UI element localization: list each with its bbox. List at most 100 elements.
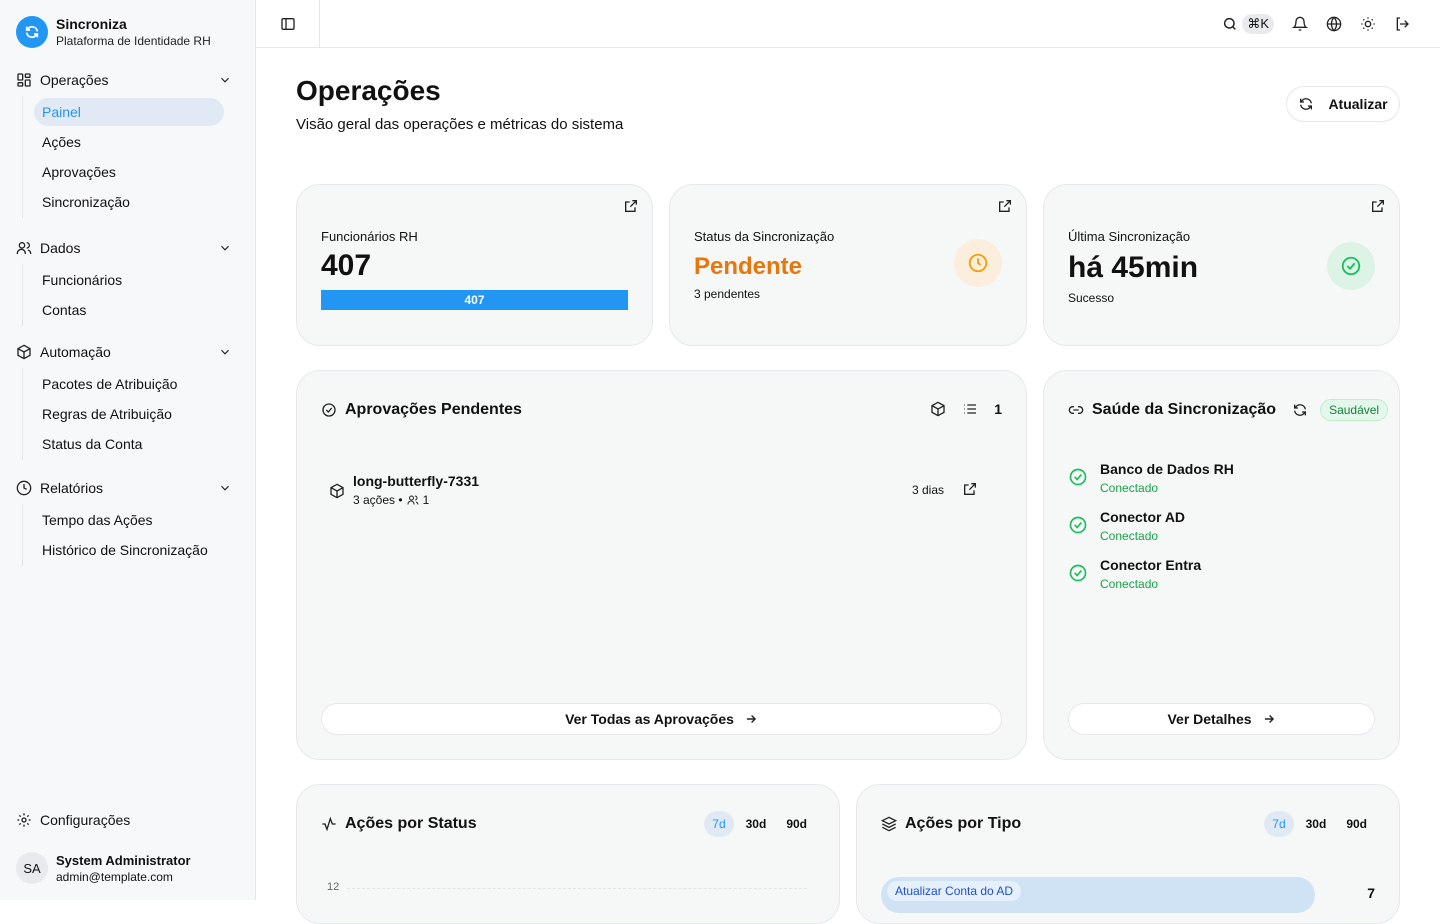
sidebar-toggle-button[interactable] xyxy=(256,0,320,47)
gear-icon xyxy=(17,813,31,827)
package-icon xyxy=(17,344,31,360)
range-7d[interactable]: 7d xyxy=(1264,811,1294,837)
sidebar-item-historico[interactable]: Histórico de Sincronização xyxy=(42,542,208,558)
grid-icon xyxy=(17,73,31,87)
range-7d[interactable]: 7d xyxy=(704,811,734,837)
clock-icon xyxy=(954,239,1002,287)
approval-users: 1 xyxy=(422,493,430,507)
employees-value: 407 xyxy=(321,249,372,282)
check-circle-icon xyxy=(1069,468,1087,486)
health-item-name: Conector AD xyxy=(1100,509,1186,525)
sync-health-card: Saúde da Sincronização Saudável Banco de… xyxy=(1043,370,1400,760)
sidebar-item-acoes[interactable]: Ações xyxy=(42,134,81,150)
health-item-name: Banco de Dados RH xyxy=(1100,461,1234,477)
check-circle-icon xyxy=(322,403,336,417)
panel-left-icon xyxy=(280,17,295,30)
sidebar-group-relatorios[interactable]: Relatórios xyxy=(16,476,240,500)
users-icon xyxy=(16,242,32,254)
health-badge: Saudável xyxy=(1320,399,1389,421)
check-circle-icon xyxy=(1069,516,1087,534)
link-icon xyxy=(1068,406,1084,414)
brand[interactable]: Sincroniza Plataforma de Identidade RH xyxy=(16,16,211,48)
refresh-icon xyxy=(1300,98,1313,110)
refresh-button[interactable]: Atualizar xyxy=(1286,86,1400,122)
sidebar-item-aprovacoes[interactable]: Aprovações xyxy=(42,164,116,180)
package-icon xyxy=(330,483,344,499)
approval-age: 3 dias xyxy=(911,483,944,497)
sidebar-settings[interactable]: Configurações xyxy=(16,808,240,832)
list-icon[interactable] xyxy=(962,401,978,417)
user-name: System Administrator xyxy=(56,852,191,868)
sidebar-item-painel[interactable]: Painel xyxy=(34,98,224,126)
page-subtitle: Visão geral das operações e métricas do … xyxy=(296,116,624,133)
sidebar: Sincroniza Plataforma de Identidade RH Op… xyxy=(0,0,256,900)
refresh-label: Atualizar xyxy=(1328,96,1388,112)
approval-item[interactable]: long-butterfly-7331 3 ações • 1 3 dias xyxy=(329,473,978,513)
approvals-card: Aprovações Pendentes 1 long-butterfly-73… xyxy=(296,370,1027,760)
search-button[interactable]: ⌘K xyxy=(1222,14,1274,34)
sync-status-card[interactable]: Status da Sincronização Pendente 3 pende… xyxy=(669,184,1027,346)
y-tick-label: 12 xyxy=(327,881,340,893)
user-menu[interactable]: SA System Administrator admin@template.co… xyxy=(16,852,191,884)
sidebar-item-sincronizacao[interactable]: Sincronização xyxy=(42,194,130,210)
sidebar-item-pacotes[interactable]: Pacotes de Atribuição xyxy=(42,376,178,392)
external-link-icon[interactable] xyxy=(623,198,639,214)
external-link-icon[interactable] xyxy=(1370,198,1386,214)
globe-icon[interactable] xyxy=(1326,16,1342,32)
range-30d[interactable]: 30d xyxy=(745,817,767,831)
grid-line xyxy=(347,888,807,889)
view-all-approvals-button[interactable]: Ver Todas as Aprovações xyxy=(321,703,1002,735)
logout-icon[interactable] xyxy=(1394,16,1410,32)
approvals-count: 1 xyxy=(994,401,1002,417)
group-label: Dados xyxy=(40,240,81,256)
users-icon xyxy=(407,495,419,505)
activity-icon xyxy=(322,816,336,832)
group-label: Operações xyxy=(40,72,109,88)
sidebar-item-funcionarios[interactable]: Funcionários xyxy=(42,272,123,288)
health-item-status: Conectado xyxy=(1100,481,1159,495)
last-sync-value: há 45min xyxy=(1068,251,1199,284)
health-item-status: Conectado xyxy=(1100,577,1159,591)
brand-subtitle: Plataforma de Identidade RH xyxy=(56,34,211,48)
sidebar-group-operacoes[interactable]: Operações xyxy=(16,68,240,92)
bell-icon[interactable] xyxy=(1292,16,1308,32)
last-sync-card[interactable]: Última Sincronização há 45min Sucesso xyxy=(1043,184,1400,346)
user-email: admin@template.com xyxy=(56,869,173,884)
check-circle-icon xyxy=(1327,242,1375,290)
type-bar-value: 7 xyxy=(1367,885,1375,901)
by-type-title: Ações por Tipo xyxy=(905,815,1022,832)
sidebar-group-automacao[interactable]: Automação xyxy=(16,340,240,364)
sidebar-item-contas[interactable]: Contas xyxy=(42,302,87,318)
arrow-right-icon xyxy=(1264,715,1274,723)
actions-by-status-card: Ações por Status 7d 30d 90d 12 xyxy=(296,784,840,924)
range-30d[interactable]: 30d xyxy=(1305,817,1327,831)
sidebar-item-regras[interactable]: Regras de Atribuição xyxy=(42,406,172,422)
employees-card[interactable]: Funcionários RH 407 407 xyxy=(296,184,653,346)
sidebar-group-dados[interactable]: Dados xyxy=(16,236,240,260)
clock-icon xyxy=(16,480,32,496)
search-icon xyxy=(1224,17,1237,30)
chevron-down-icon xyxy=(221,349,229,355)
type-bar: Atualizar Conta do AD xyxy=(881,877,1315,913)
refresh-icon[interactable] xyxy=(1292,402,1308,418)
approval-name: long-butterfly-7331 xyxy=(353,473,480,489)
sidebar-item-status-conta[interactable]: Status da Conta xyxy=(42,436,143,452)
package-icon[interactable] xyxy=(930,401,946,417)
group-label: Relatórios xyxy=(40,480,104,496)
avatar: SA xyxy=(16,852,48,884)
page-title: Operações xyxy=(296,75,441,106)
progress-fill: 407 xyxy=(321,290,628,310)
settings-label: Configurações xyxy=(40,812,131,828)
sidebar-item-tempo-acoes[interactable]: Tempo das Ações xyxy=(42,512,153,528)
external-link-icon[interactable] xyxy=(962,481,978,497)
by-status-title: Ações por Status xyxy=(345,815,477,832)
range-90d[interactable]: 90d xyxy=(1346,817,1367,831)
sun-icon[interactable] xyxy=(1360,16,1376,32)
topbar: ⌘K xyxy=(256,0,1440,48)
view-details-button[interactable]: Ver Detalhes xyxy=(1068,703,1375,735)
actions-by-type-card: Ações por Tipo 7d 30d 90d Atualizar Cont… xyxy=(856,784,1400,924)
employees-progress: 407 xyxy=(321,290,628,310)
chevron-down-icon xyxy=(221,245,229,251)
external-link-icon[interactable] xyxy=(997,198,1013,214)
range-90d[interactable]: 90d xyxy=(786,817,807,831)
